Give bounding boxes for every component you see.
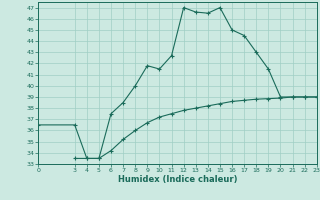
X-axis label: Humidex (Indice chaleur): Humidex (Indice chaleur): [118, 175, 237, 184]
